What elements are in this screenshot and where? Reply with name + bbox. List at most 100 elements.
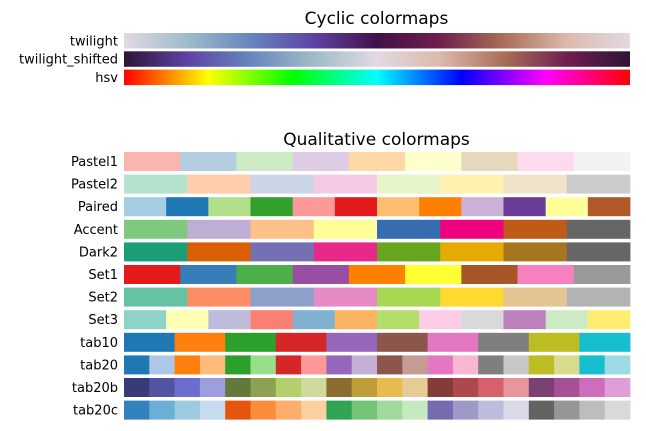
colormap-gradient-bar — [124, 69, 630, 86]
color-swatch — [292, 197, 336, 217]
color-swatch — [579, 400, 606, 420]
color-swatch — [250, 219, 315, 239]
color-swatch — [503, 310, 547, 330]
color-swatch — [208, 197, 251, 217]
color-swatch — [301, 378, 327, 397]
color-swatch — [478, 378, 504, 397]
color-swatch — [124, 152, 181, 171]
color-swatch — [573, 265, 631, 284]
colormap-label: Pastel2 — [71, 178, 118, 193]
color-swatch — [313, 287, 378, 307]
color-swatch — [301, 355, 327, 375]
color-swatch — [275, 355, 302, 375]
color-swatch — [301, 400, 327, 420]
color-swatch — [326, 332, 378, 352]
color-swatch — [124, 355, 150, 375]
color-swatch — [174, 378, 201, 397]
color-swatch — [377, 310, 420, 330]
colormap-row-set2: Set2 — [88, 287, 631, 307]
color-swatch — [250, 355, 277, 375]
color-swatch — [478, 400, 504, 420]
color-swatch — [573, 152, 631, 171]
color-swatch — [461, 152, 518, 171]
color-swatch — [604, 400, 631, 420]
color-swatch — [225, 378, 251, 397]
colormap-row-twilight: twilight — [70, 33, 630, 49]
color-swatch — [566, 287, 631, 307]
colormap-label: Set2 — [88, 291, 118, 306]
colormap-label: twilight_shifted — [19, 53, 118, 68]
colormap-row-accent: Accent — [74, 219, 631, 239]
color-swatch — [554, 378, 580, 397]
color-swatch — [187, 174, 251, 194]
color-swatch — [440, 242, 504, 262]
color-swatch — [579, 355, 606, 375]
color-swatch — [334, 310, 378, 330]
color-swatch — [377, 174, 441, 194]
color-swatch — [377, 287, 441, 307]
color-swatch — [503, 197, 547, 217]
colormap-row-tab20: tab20 — [80, 355, 631, 375]
color-swatch — [461, 265, 518, 284]
colormap-gradient-bar — [124, 33, 630, 49]
color-swatch — [440, 287, 504, 307]
color-swatch — [579, 332, 631, 352]
color-swatch — [236, 265, 294, 284]
color-swatch — [236, 152, 294, 171]
color-swatch — [199, 400, 226, 420]
color-swatch — [478, 332, 530, 352]
colormap-label: tab10 — [80, 336, 118, 351]
color-swatch — [528, 378, 555, 397]
color-swatch — [225, 332, 277, 352]
color-swatch — [377, 242, 441, 262]
color-swatch — [180, 265, 237, 284]
color-swatch — [149, 378, 175, 397]
color-swatch — [604, 378, 631, 397]
color-swatch — [503, 219, 568, 239]
color-swatch — [528, 355, 555, 375]
qualitative-title: Qualitative colormaps — [283, 130, 470, 150]
color-swatch — [149, 355, 175, 375]
colormap-label: tab20 — [80, 358, 118, 373]
colormap-label: tab20b — [72, 381, 118, 396]
color-swatch — [440, 219, 504, 239]
color-swatch — [402, 355, 428, 375]
colormap-label: Paired — [78, 200, 118, 215]
color-swatch — [250, 400, 277, 420]
color-swatch — [554, 355, 580, 375]
colormap-row-dark2: Dark2 — [79, 242, 631, 262]
color-swatch — [452, 400, 479, 420]
color-swatch — [187, 287, 251, 307]
color-swatch — [452, 355, 479, 375]
color-swatch — [348, 265, 406, 284]
color-swatch — [503, 287, 568, 307]
colormap-row-paired: Paired — [78, 197, 631, 217]
colormap-label: hsv — [95, 71, 118, 86]
colormap-row-twilight-shifted: twilight_shifted — [19, 51, 630, 68]
color-swatch — [579, 378, 606, 397]
color-swatch — [250, 378, 277, 397]
color-swatch — [566, 219, 631, 239]
color-swatch — [427, 400, 454, 420]
color-swatch — [528, 332, 580, 352]
color-swatch — [517, 152, 575, 171]
colormap-gradient-bar — [124, 51, 630, 67]
color-swatch — [292, 310, 336, 330]
color-swatch — [351, 400, 378, 420]
color-swatch — [554, 400, 580, 420]
color-swatch — [250, 287, 315, 307]
color-swatch — [604, 355, 631, 375]
color-swatch — [124, 310, 167, 330]
color-swatch — [566, 174, 631, 194]
color-swatch — [334, 197, 378, 217]
color-swatch — [351, 355, 378, 375]
color-swatch — [250, 174, 315, 194]
colormap-label: twilight — [70, 34, 118, 49]
color-swatch — [587, 310, 631, 330]
color-swatch — [326, 378, 353, 397]
color-swatch — [402, 378, 428, 397]
colormap-label: Dark2 — [79, 245, 118, 260]
colormap-row-tab20b: tab20b — [72, 378, 631, 397]
